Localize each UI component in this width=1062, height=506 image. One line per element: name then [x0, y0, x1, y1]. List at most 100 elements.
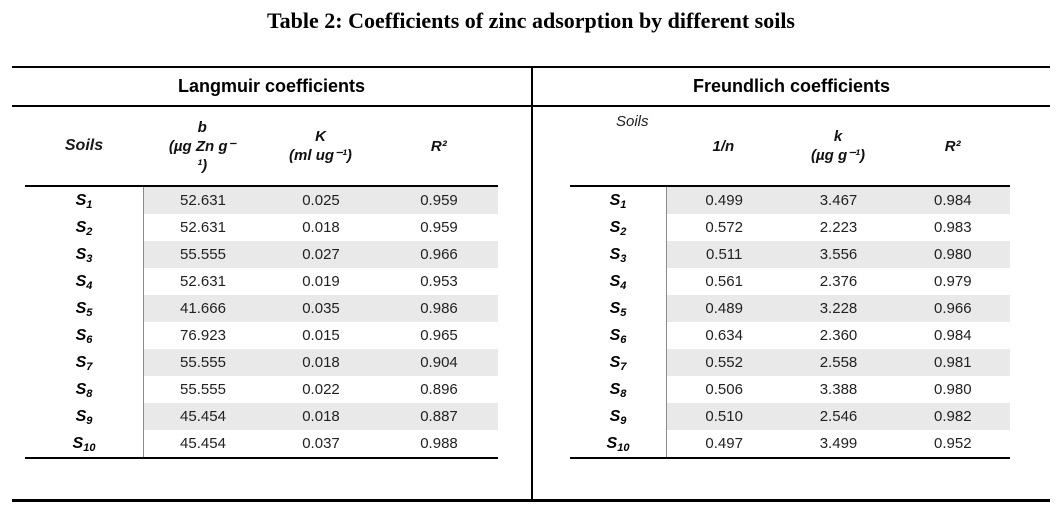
value-cell: 0.511 [705, 246, 743, 263]
soil-subscript: 6 [86, 333, 93, 346]
value-cell: 0.015 [302, 327, 340, 344]
value-cell: 45.454 [180, 408, 226, 425]
soil-subscript: 2 [620, 225, 627, 238]
value-cell: 0.018 [302, 408, 340, 425]
soil-subscript: 4 [86, 279, 93, 292]
langmuir-column-headers: Soils b (µg Zn g⁻ ¹) K (ml ug⁻¹) R² [25, 107, 498, 185]
row-data-cells: 0.552 2.558 0.981 [666, 349, 1010, 376]
value-cell: 2.546 [819, 408, 858, 425]
row-data-cells: 55.555 0.018 0.904 [143, 349, 498, 376]
table-row: S 10 45.454 0.037 0.988 [25, 430, 498, 457]
value-cell: 55.555 [180, 381, 226, 398]
value-cell: 2.376 [819, 273, 858, 290]
value-cell: 2.558 [819, 354, 858, 371]
value-cell: 0.965 [420, 327, 458, 344]
column-header-b: b (µg Zn g⁻ ¹) [143, 107, 261, 185]
header-line: b [197, 118, 207, 136]
value-cell: 0.966 [934, 300, 972, 317]
table-row: S 10 0.497 3.499 0.952 [570, 430, 1010, 457]
row-data-cells: 52.631 0.019 0.953 [143, 268, 498, 295]
value-cell: 0.018 [302, 219, 340, 236]
value-cell: 0.896 [420, 381, 458, 398]
coefficients-table: Langmuir coefficients Soils b (µg Zn g⁻ … [12, 66, 1050, 502]
row-data-cells: 0.510 2.546 0.982 [666, 403, 1010, 430]
value-cell: 0.561 [705, 273, 743, 290]
value-cell: 0.510 [705, 408, 743, 425]
value-cell: 55.555 [180, 354, 226, 371]
row-data-cells: 0.499 3.467 0.984 [666, 187, 1010, 214]
row-data-cells: 45.454 0.037 0.988 [143, 430, 498, 457]
value-cell: 41.666 [180, 300, 226, 317]
row-data-cells: 0.489 3.228 0.966 [666, 295, 1010, 322]
soil-subscript: 6 [620, 333, 627, 346]
soil-subscript: 8 [620, 387, 627, 400]
column-header-soils: Soils [616, 113, 649, 130]
value-cell: 0.019 [302, 273, 340, 290]
header-line: R² [944, 137, 961, 155]
soil-label: S 10 [606, 434, 630, 454]
value-cell: 0.499 [705, 192, 743, 209]
row-data-cells: 0.572 2.223 0.983 [666, 214, 1010, 241]
soil-subscript: 8 [86, 387, 93, 400]
value-cell: 3.228 [819, 300, 858, 317]
value-cell: 0.953 [420, 273, 458, 290]
value-cell: 0.022 [302, 381, 340, 398]
value-cell: 45.454 [180, 435, 226, 452]
row-data-cells: 0.634 2.360 0.984 [666, 322, 1010, 349]
value-cell: 52.631 [180, 273, 226, 290]
value-cell: 0.984 [934, 327, 972, 344]
header-line: (µg Zn g⁻ [168, 137, 236, 155]
header-line: k [833, 128, 843, 145]
value-cell: 0.027 [302, 246, 340, 263]
langmuir-section: Langmuir coefficients Soils b (µg Zn g⁻ … [12, 68, 531, 499]
soil-subscript: 1 [86, 198, 93, 211]
column-header-k: k (µg g⁻¹) [781, 107, 896, 185]
value-cell: 2.223 [819, 219, 858, 236]
value-cell: 0.959 [420, 219, 458, 236]
value-cell: 0.887 [420, 408, 458, 425]
row-data-cells: 45.454 0.018 0.887 [143, 403, 498, 430]
value-cell: 0.037 [302, 435, 340, 452]
value-cell: 0.018 [302, 354, 340, 371]
soil-subscript: 7 [620, 360, 627, 373]
value-cell: 0.984 [934, 192, 972, 209]
langmuir-data-headers: b (µg Zn g⁻ ¹) K (ml ug⁻¹) R² [143, 107, 498, 185]
langmuir-section-title: Langmuir coefficients [12, 68, 531, 107]
soil-subscript: 10 [617, 441, 630, 454]
value-cell: 3.556 [819, 246, 858, 263]
value-cell: 0.634 [705, 327, 743, 344]
value-cell: 0.983 [934, 219, 972, 236]
column-header-K: K (ml ug⁻¹) [261, 107, 379, 185]
row-data-cells: 52.631 0.025 0.959 [143, 187, 498, 214]
soil-subscript: 5 [86, 306, 93, 319]
header-line: (ml ug⁻¹) [289, 147, 352, 164]
value-cell: 0.952 [934, 435, 972, 452]
value-cell: 0.506 [705, 381, 743, 398]
value-cell: 2.360 [819, 327, 858, 344]
soil-subscript: 2 [86, 225, 93, 238]
value-cell: 76.923 [180, 327, 226, 344]
